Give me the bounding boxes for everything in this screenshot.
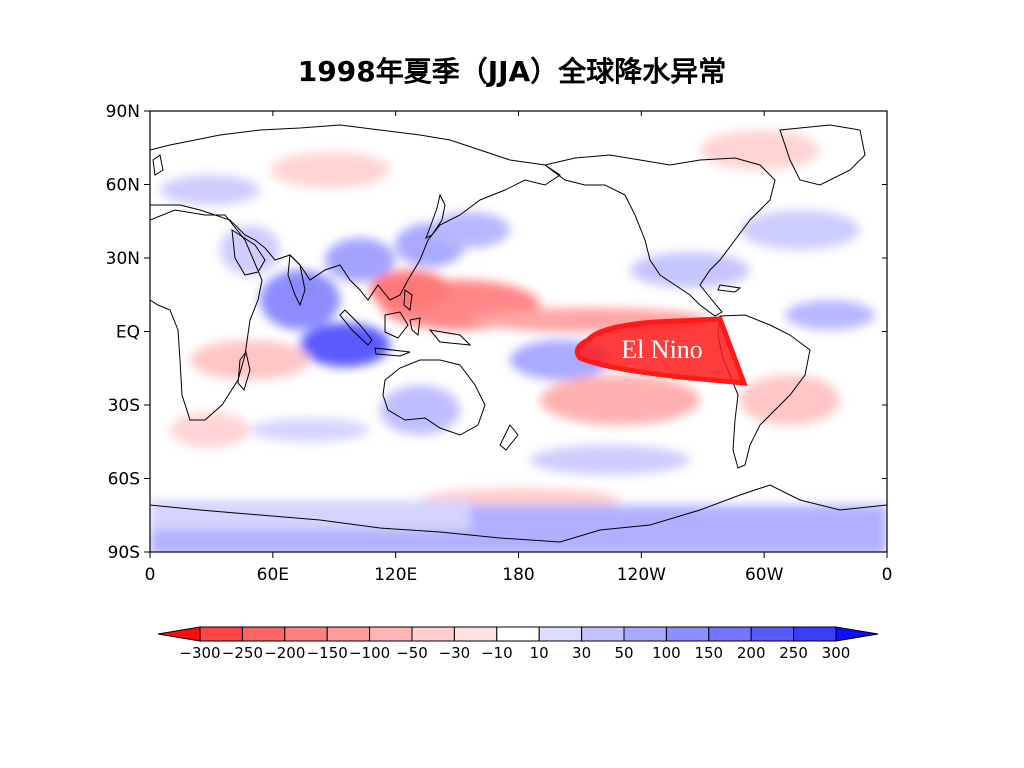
colorbar-label: 30 bbox=[572, 644, 591, 662]
colorbar-bin bbox=[538, 626, 583, 642]
colorbar-bin bbox=[326, 626, 371, 642]
colorbar-bin bbox=[411, 626, 455, 642]
lon-tick-label: 180 bbox=[502, 565, 534, 585]
colorbar-bin bbox=[750, 626, 795, 642]
colorbar-label: 200 bbox=[737, 644, 766, 662]
lat-tick-label: 30S bbox=[108, 396, 140, 416]
el-nino-label: El Nino bbox=[621, 335, 703, 364]
colorbar-bin bbox=[199, 626, 243, 642]
colorbar-label: −200 bbox=[264, 644, 305, 662]
lat-tick-label: 30N bbox=[106, 249, 140, 269]
lat-tick-label: EQ bbox=[116, 323, 140, 343]
colorbar-bin bbox=[708, 626, 752, 642]
colorbar-bin bbox=[581, 626, 625, 642]
colorbar-label: 300 bbox=[822, 644, 851, 662]
lat-tick-label: 90N bbox=[106, 102, 140, 122]
lon-tick-label: 60W bbox=[745, 565, 784, 585]
colorbar-label: −150 bbox=[307, 644, 348, 662]
colorbar-bin bbox=[496, 626, 540, 642]
precipitation-anomaly-field bbox=[150, 111, 887, 552]
el-nino-region bbox=[574, 316, 748, 386]
lon-tick-label: 0 bbox=[145, 565, 156, 585]
colorbar-label: 10 bbox=[530, 644, 549, 662]
lon-tick-label: 0 bbox=[882, 565, 893, 585]
colorbar-bin bbox=[369, 626, 413, 642]
colorbar-label: −250 bbox=[222, 644, 263, 662]
longitude-axis: 0 60E 120E 180 120W 60W 0 bbox=[145, 111, 893, 585]
colorbar-label: 250 bbox=[779, 644, 808, 662]
colorbar-bin bbox=[665, 626, 710, 642]
colorbar-bin bbox=[453, 626, 498, 642]
colorbar-bin bbox=[793, 626, 837, 642]
lon-tick-label: 60E bbox=[257, 565, 289, 585]
colorbar-bin bbox=[623, 626, 667, 642]
coastlines bbox=[150, 124, 887, 543]
colorbar: −300 −250 −200 −150 −100 −50 −30 −10 10 30 50 100 15… bbox=[157, 626, 879, 662]
lat-tick-label: 90S bbox=[108, 543, 140, 563]
colorbar-label: −50 bbox=[396, 644, 428, 662]
colorbar-left-arrow bbox=[157, 626, 201, 642]
colorbar-label: −30 bbox=[439, 644, 471, 662]
colorbar-bin bbox=[284, 626, 328, 642]
page-title: 1998年夏季（JJA）全球降水异常 bbox=[297, 55, 727, 88]
lon-tick-label: 120E bbox=[374, 565, 417, 585]
colorbar-right-arrow bbox=[835, 626, 879, 642]
colorbar-bin bbox=[241, 626, 286, 642]
colorbar-label: 150 bbox=[694, 644, 723, 662]
colorbar-label: −10 bbox=[481, 644, 513, 662]
colorbar-label: −300 bbox=[179, 644, 220, 662]
lat-tick-label: 60N bbox=[106, 176, 140, 196]
colorbar-label: 100 bbox=[652, 644, 681, 662]
latitude-axis: 90N 60N 30N EQ 30S 60S 90S bbox=[106, 102, 887, 563]
lat-tick-label: 60S bbox=[108, 470, 140, 490]
colorbar-label: 50 bbox=[614, 644, 633, 662]
colorbar-label: −100 bbox=[349, 644, 390, 662]
lon-tick-label: 120W bbox=[617, 565, 666, 585]
